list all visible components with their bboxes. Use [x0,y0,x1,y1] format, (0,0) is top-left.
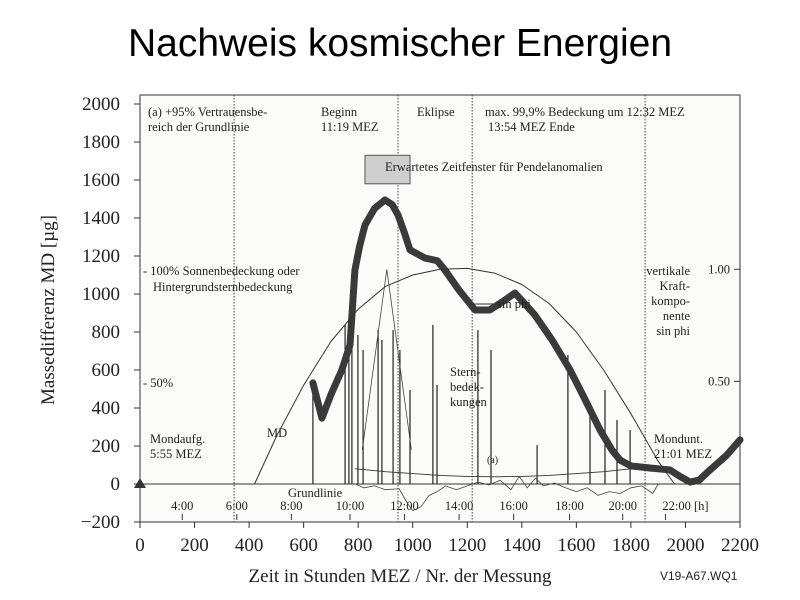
right-tick-label: 1.00 [708,262,730,276]
x-tick-label: 200 [180,535,209,556]
right-axis-label-3: kompo- [651,294,690,308]
time-tick-label: 22:00 [h] [662,499,708,513]
right-axis-label-2: Kraft- [659,279,690,293]
annotation-fifty: - 50% [143,376,173,390]
time-tick-label: 12:00 [390,499,418,513]
expected-window-box [364,154,411,185]
series--a- [355,465,659,478]
annotation-stern-3: kungen [450,395,488,409]
label-eklipse: Eklipse [417,105,455,119]
right-axis-label-4: nente [663,309,691,323]
x-tick-label: 1000 [394,535,432,556]
annotation-confidence-2: reich der Grundlinie [148,120,250,134]
annotation-md: MD [267,426,287,440]
annotation-sinphi: sin phi [497,297,531,311]
time-tick-label: 8:00 [280,499,302,513]
annotation-sonnen-2: Hintergrundsternbedeckung [153,280,293,294]
annotation-max-2: 13:54 MEZ Ende [488,120,575,134]
y-tick-label: −200 [81,512,120,533]
y-tick-label: 1800 [82,132,120,153]
x-tick-label: 800 [344,535,373,556]
y-tick-label: 1000 [82,284,120,305]
x-tick-label: 2200 [721,535,759,556]
y-tick-label: 1200 [82,246,120,267]
y-tick-label: 0 [111,474,121,495]
x-tick-label: 2000 [666,535,704,556]
annotation-stern-2: bedek- [450,380,484,394]
series-sin-phi [254,267,676,485]
x-tick-label: 1800 [612,535,650,556]
y-tick-label: 1400 [82,208,120,229]
file-id: V19-A67.WQ1 [660,569,738,583]
y-axis-label: Massedifferenz MD [µg] [38,215,59,405]
y-tick-label: 600 [92,360,121,381]
time-tick-label: 14:00 [445,499,473,513]
right-axis-label-5: sin phi [656,324,690,338]
annotation-stern-1: Stern- [450,365,481,379]
x-tick-label: 600 [289,535,318,556]
annotation-a: (a) [487,455,498,466]
x-axis-label: Zeit in Stunden MEZ / Nr. der Messung [249,566,552,587]
x-tick-label: 1200 [448,535,486,556]
x-tick-label: 0 [135,535,145,556]
x-tick-label: 1600 [557,535,595,556]
label-mondaufg-2: 5:55 MEZ [150,447,202,461]
time-tick-label: 4:00 [171,499,193,513]
y-tick-label: 200 [92,436,121,457]
time-tick-label: 18:00 [555,499,583,513]
expected-window-label: Erwartetes Zeitfenster für Pendelanomali… [385,160,603,174]
annotation-max-1: max. 99,9% Bedeckung um 12:32 MEZ [485,105,685,119]
label-mondunt-1: Mondunt. [654,432,703,446]
time-tick-label: 6:00 [226,499,248,513]
baseline-marker-icon [134,478,146,488]
slide-title: Nachweis kosmischer Energien [127,22,673,65]
series-grundlinie [355,475,659,512]
label-beginn-1: Beginn [321,105,358,119]
series-md [309,196,744,486]
y-tick-label: 400 [92,398,121,419]
time-tick-label: 10:00 [336,499,364,513]
time-tick-label: 20:00 [608,499,636,513]
y-tick-label: 2000 [82,94,120,115]
label-mondunt-2: 21:01 MEZ [654,447,712,461]
triangle-mark [361,269,412,450]
time-tick-label: 16:00 [499,499,527,513]
y-tick-label: 1600 [82,170,120,191]
annotation-sonnen-1: - 100% Sonnenbedeckung oder [143,264,300,278]
label-mondaufg-1: Mondaufg. [150,432,205,446]
right-tick-label: 0.50 [708,374,730,388]
annotation-confidence-1: (a) +95% Vertrauensbe- [148,105,267,119]
y-tick-label: 800 [92,322,121,343]
x-tick-label: 1400 [503,535,541,556]
plot-frame [139,94,741,523]
label-beginn-2: 11:19 MEZ [321,120,379,134]
right-axis-label-1: vertikale [646,264,690,278]
x-tick-label: 400 [235,535,264,556]
annotation-grundlinie: Grundlinie [288,486,343,500]
